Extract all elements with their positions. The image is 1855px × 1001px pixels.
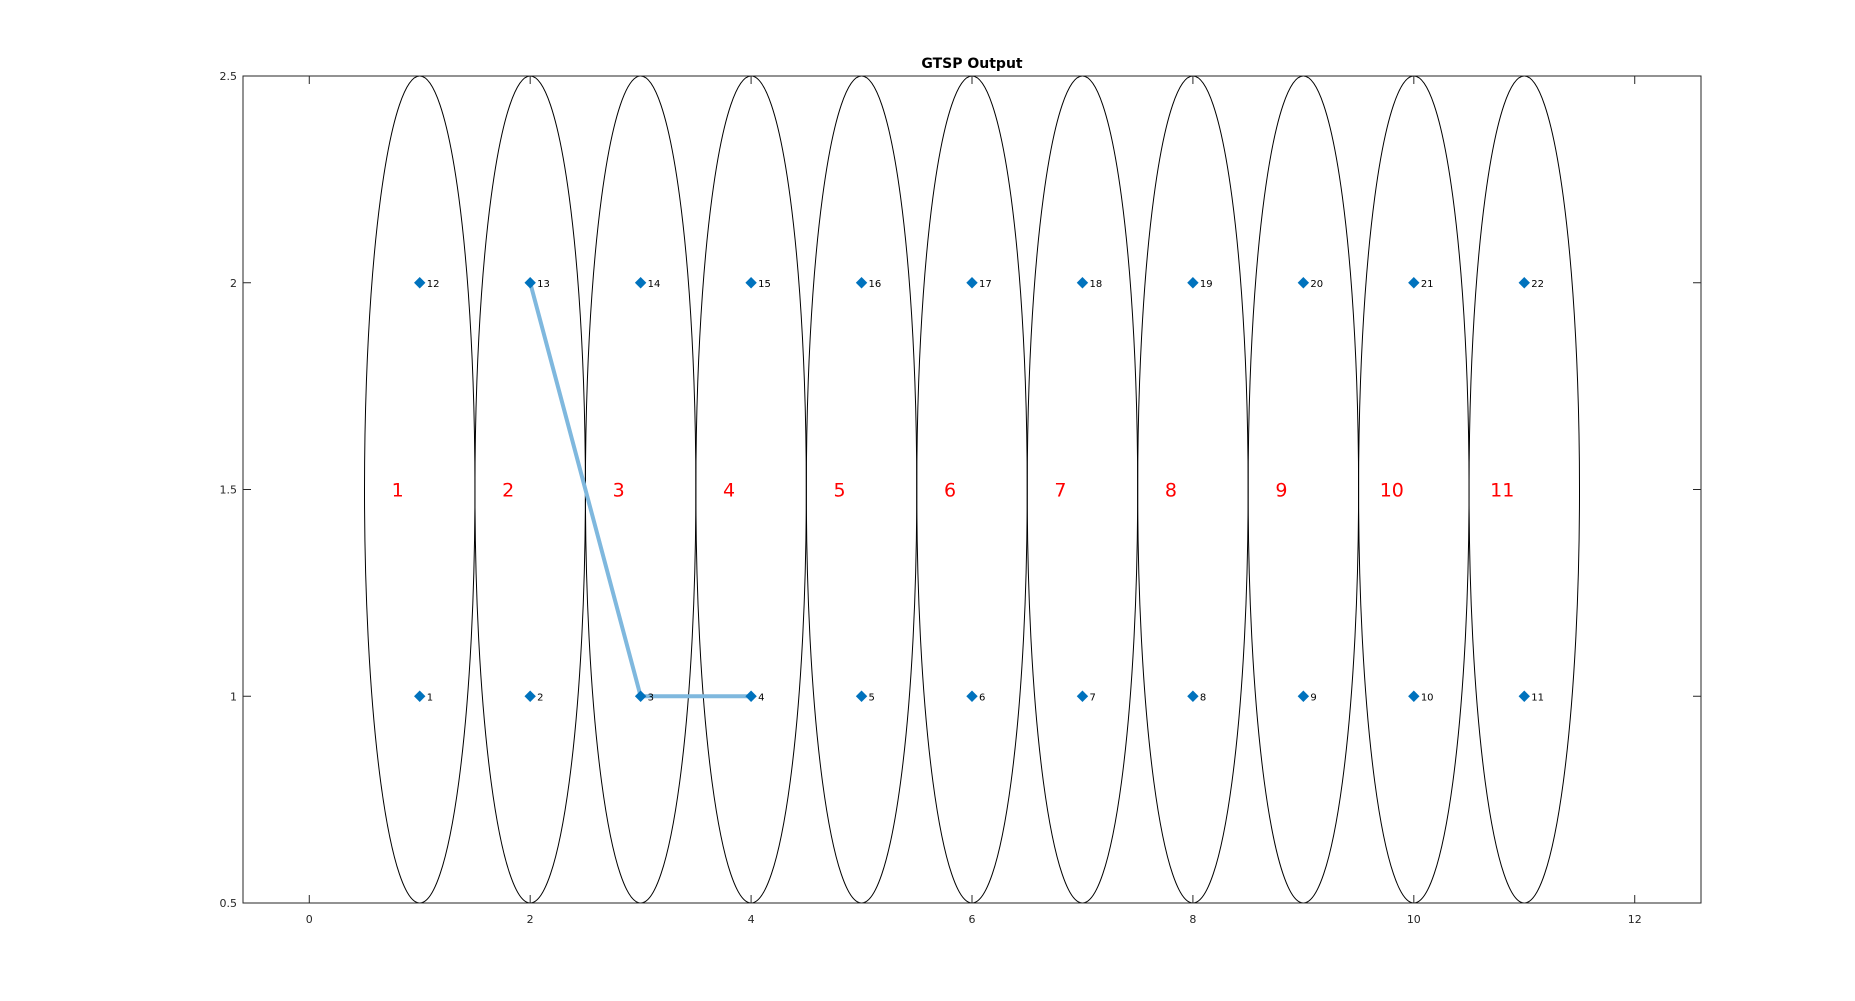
node-label: 2 bbox=[537, 692, 543, 703]
node-label: 4 bbox=[758, 692, 764, 703]
node-marker bbox=[745, 277, 757, 289]
cluster-label: 7 bbox=[1054, 480, 1066, 502]
y-tick-label: 0.5 bbox=[220, 897, 238, 910]
node-label: 22 bbox=[1531, 279, 1544, 290]
node-label: 3 bbox=[648, 692, 654, 703]
y-tick-label: 1.5 bbox=[220, 484, 238, 497]
node-marker bbox=[855, 277, 868, 289]
y-tick-label: 2 bbox=[230, 277, 237, 290]
node-marker bbox=[1518, 690, 1530, 702]
node-label: 15 bbox=[758, 279, 771, 290]
x-tick-label: 8 bbox=[1189, 913, 1196, 926]
node-label: 5 bbox=[869, 692, 875, 703]
node-marker bbox=[745, 690, 757, 702]
cluster-label: 2 bbox=[502, 480, 514, 502]
node-label: 14 bbox=[648, 279, 661, 290]
node-marker bbox=[1408, 277, 1420, 289]
node-marker bbox=[966, 277, 978, 289]
node-marker bbox=[855, 690, 868, 702]
node-label: 8 bbox=[1200, 692, 1206, 703]
node-marker bbox=[1297, 277, 1310, 289]
node-marker bbox=[414, 277, 426, 289]
node-label: 19 bbox=[1200, 279, 1213, 290]
x-tick-label: 2 bbox=[527, 913, 534, 926]
cluster-label: 4 bbox=[723, 480, 735, 502]
axes: 0 2 4 6 8 10 120.511.522.5 bbox=[220, 70, 1702, 926]
x-tick-label: 12 bbox=[1628, 913, 1642, 926]
node-marker bbox=[524, 277, 536, 289]
node-label: 17 bbox=[979, 279, 992, 290]
node-label: 18 bbox=[1089, 279, 1102, 290]
cluster-labels: 1 2 3 4 5 6 7 8 9 10 11 bbox=[392, 480, 1515, 502]
node-label: 20 bbox=[1310, 279, 1323, 290]
node-label: 7 bbox=[1089, 692, 1095, 703]
node-label: 16 bbox=[869, 279, 882, 290]
x-tick-label: 10 bbox=[1407, 913, 1421, 926]
cluster-label: 1 bbox=[392, 480, 404, 502]
node-marker bbox=[1518, 277, 1530, 289]
node-marker bbox=[634, 690, 647, 702]
node-label: 21 bbox=[1421, 279, 1434, 290]
x-tick-label: 0 bbox=[306, 913, 313, 926]
chart-title: GTSP Output bbox=[921, 56, 1023, 72]
y-tick-label: 2.5 bbox=[220, 70, 238, 83]
x-tick-label: 6 bbox=[969, 913, 976, 926]
cluster-label: 3 bbox=[613, 480, 625, 502]
cluster-label: 10 bbox=[1380, 480, 1404, 502]
node-label: 12 bbox=[427, 279, 440, 290]
node-label: 6 bbox=[979, 692, 985, 703]
node-label: 11 bbox=[1531, 692, 1544, 703]
node-marker bbox=[966, 690, 978, 702]
node-marker bbox=[524, 690, 536, 702]
node-marker bbox=[634, 277, 647, 289]
cluster-label: 8 bbox=[1165, 480, 1177, 502]
node-marker bbox=[1076, 277, 1089, 289]
node-marker bbox=[1076, 690, 1089, 702]
node-marker bbox=[1187, 277, 1199, 289]
node-label: 13 bbox=[537, 279, 550, 290]
node-marker bbox=[1187, 690, 1199, 702]
node-label: 9 bbox=[1310, 692, 1316, 703]
node-marker bbox=[414, 690, 426, 702]
y-tick-label: 1 bbox=[230, 690, 237, 703]
cluster-label: 11 bbox=[1490, 480, 1514, 502]
cluster-label: 9 bbox=[1275, 480, 1287, 502]
node-label: 1 bbox=[427, 692, 433, 703]
x-tick-label: 4 bbox=[748, 913, 755, 926]
node-marker bbox=[1408, 690, 1420, 702]
node-marker bbox=[1297, 690, 1310, 702]
cluster-label: 5 bbox=[833, 480, 845, 502]
node-label: 10 bbox=[1421, 692, 1434, 703]
cluster-label: 6 bbox=[944, 480, 956, 502]
